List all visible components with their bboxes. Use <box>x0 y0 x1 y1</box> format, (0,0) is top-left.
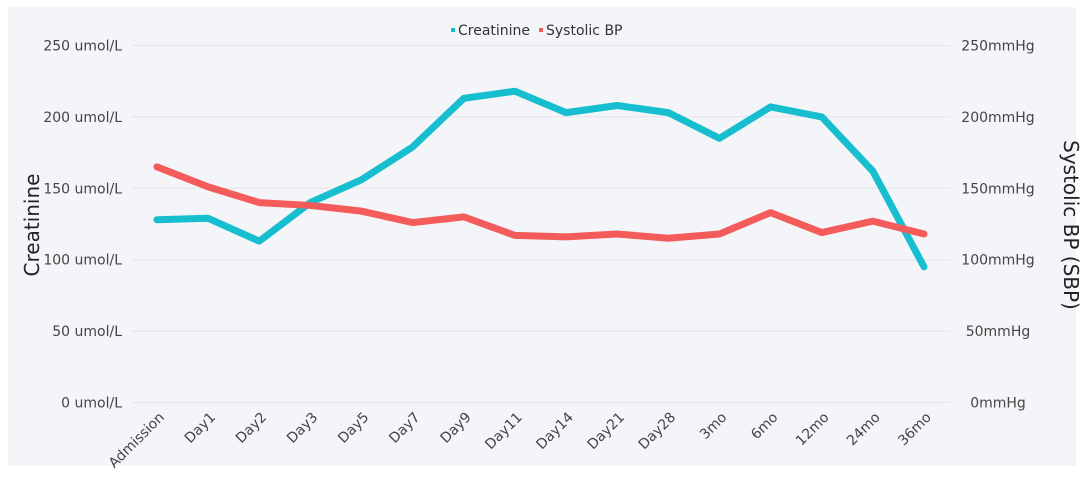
legend-label-creatinine[interactable]: Creatinine <box>458 23 530 39</box>
legend-swatch-creatinine <box>451 28 455 32</box>
x-tick-label: Admission <box>106 410 168 472</box>
legend: Creatinine Systolic BP <box>451 23 623 39</box>
x-tick-label: Day1 <box>182 410 219 447</box>
x-tick-label: Day21 <box>585 410 628 453</box>
x-tick-label: 6mo <box>748 410 781 443</box>
x-tick-label: Day11 <box>482 410 525 453</box>
y-tick-label: 50 umol/L <box>52 324 122 340</box>
x-tick-label: 24mo <box>844 410 884 450</box>
series-lines <box>153 87 928 271</box>
series-line-systolic-bp[interactable] <box>153 163 928 242</box>
x-tick-label: Day5 <box>335 410 372 447</box>
gridlines <box>132 45 950 403</box>
right-axis-ticks: 0mmHg 50mmHg 100mmHg 150mmHg 200mmHg 250mmHg <box>961 39 1034 412</box>
y-tick-label: 0 umol/L <box>61 396 122 412</box>
y2-tick-label: 150mmHg <box>961 181 1034 197</box>
legend-label-systolic-bp[interactable]: Systolic BP <box>546 23 623 39</box>
x-tick-label: 36mo <box>895 410 935 450</box>
x-tick-label: 12mo <box>793 410 833 450</box>
y-tick-label: 250 umol/L <box>43 39 122 55</box>
y-tick-label: 150 umol/L <box>43 181 122 197</box>
x-tick-label: Day9 <box>437 410 474 447</box>
x-tick-label: Day2 <box>233 410 270 447</box>
x-tick-label: Day14 <box>533 409 577 453</box>
y2-tick-label: 250mmHg <box>961 39 1034 55</box>
y2-tick-label: 200mmHg <box>961 110 1034 126</box>
x-tick-label: Day28 <box>636 410 679 453</box>
y-tick-label: 200 umol/L <box>43 110 122 126</box>
left-axis-ticks: 0 umol/L 50 umol/L 100 umol/L 150 umol/L 200… <box>43 39 122 412</box>
x-tick-label: 3mo <box>697 410 730 443</box>
x-tick-label: Day3 <box>284 410 321 447</box>
y2-tick-label: 50mmHg <box>966 324 1031 340</box>
y-tick-label: 100 umol/L <box>43 253 122 269</box>
right-axis-title: Systolic BP (SBP) <box>1059 140 1082 310</box>
left-axis-title: Creatinine <box>20 174 44 277</box>
x-tick-label: Day7 <box>386 410 423 447</box>
x-axis-ticks: Admission Day1 Day2 Day3 Day5 Day7 Day9 Day11 Da… <box>106 409 935 471</box>
y2-tick-label: 100mmHg <box>961 253 1034 269</box>
y2-tick-label: 0mmHg <box>970 396 1026 412</box>
legend-swatch-systolic-bp <box>539 28 543 32</box>
series-line-creatinine[interactable] <box>153 87 928 271</box>
